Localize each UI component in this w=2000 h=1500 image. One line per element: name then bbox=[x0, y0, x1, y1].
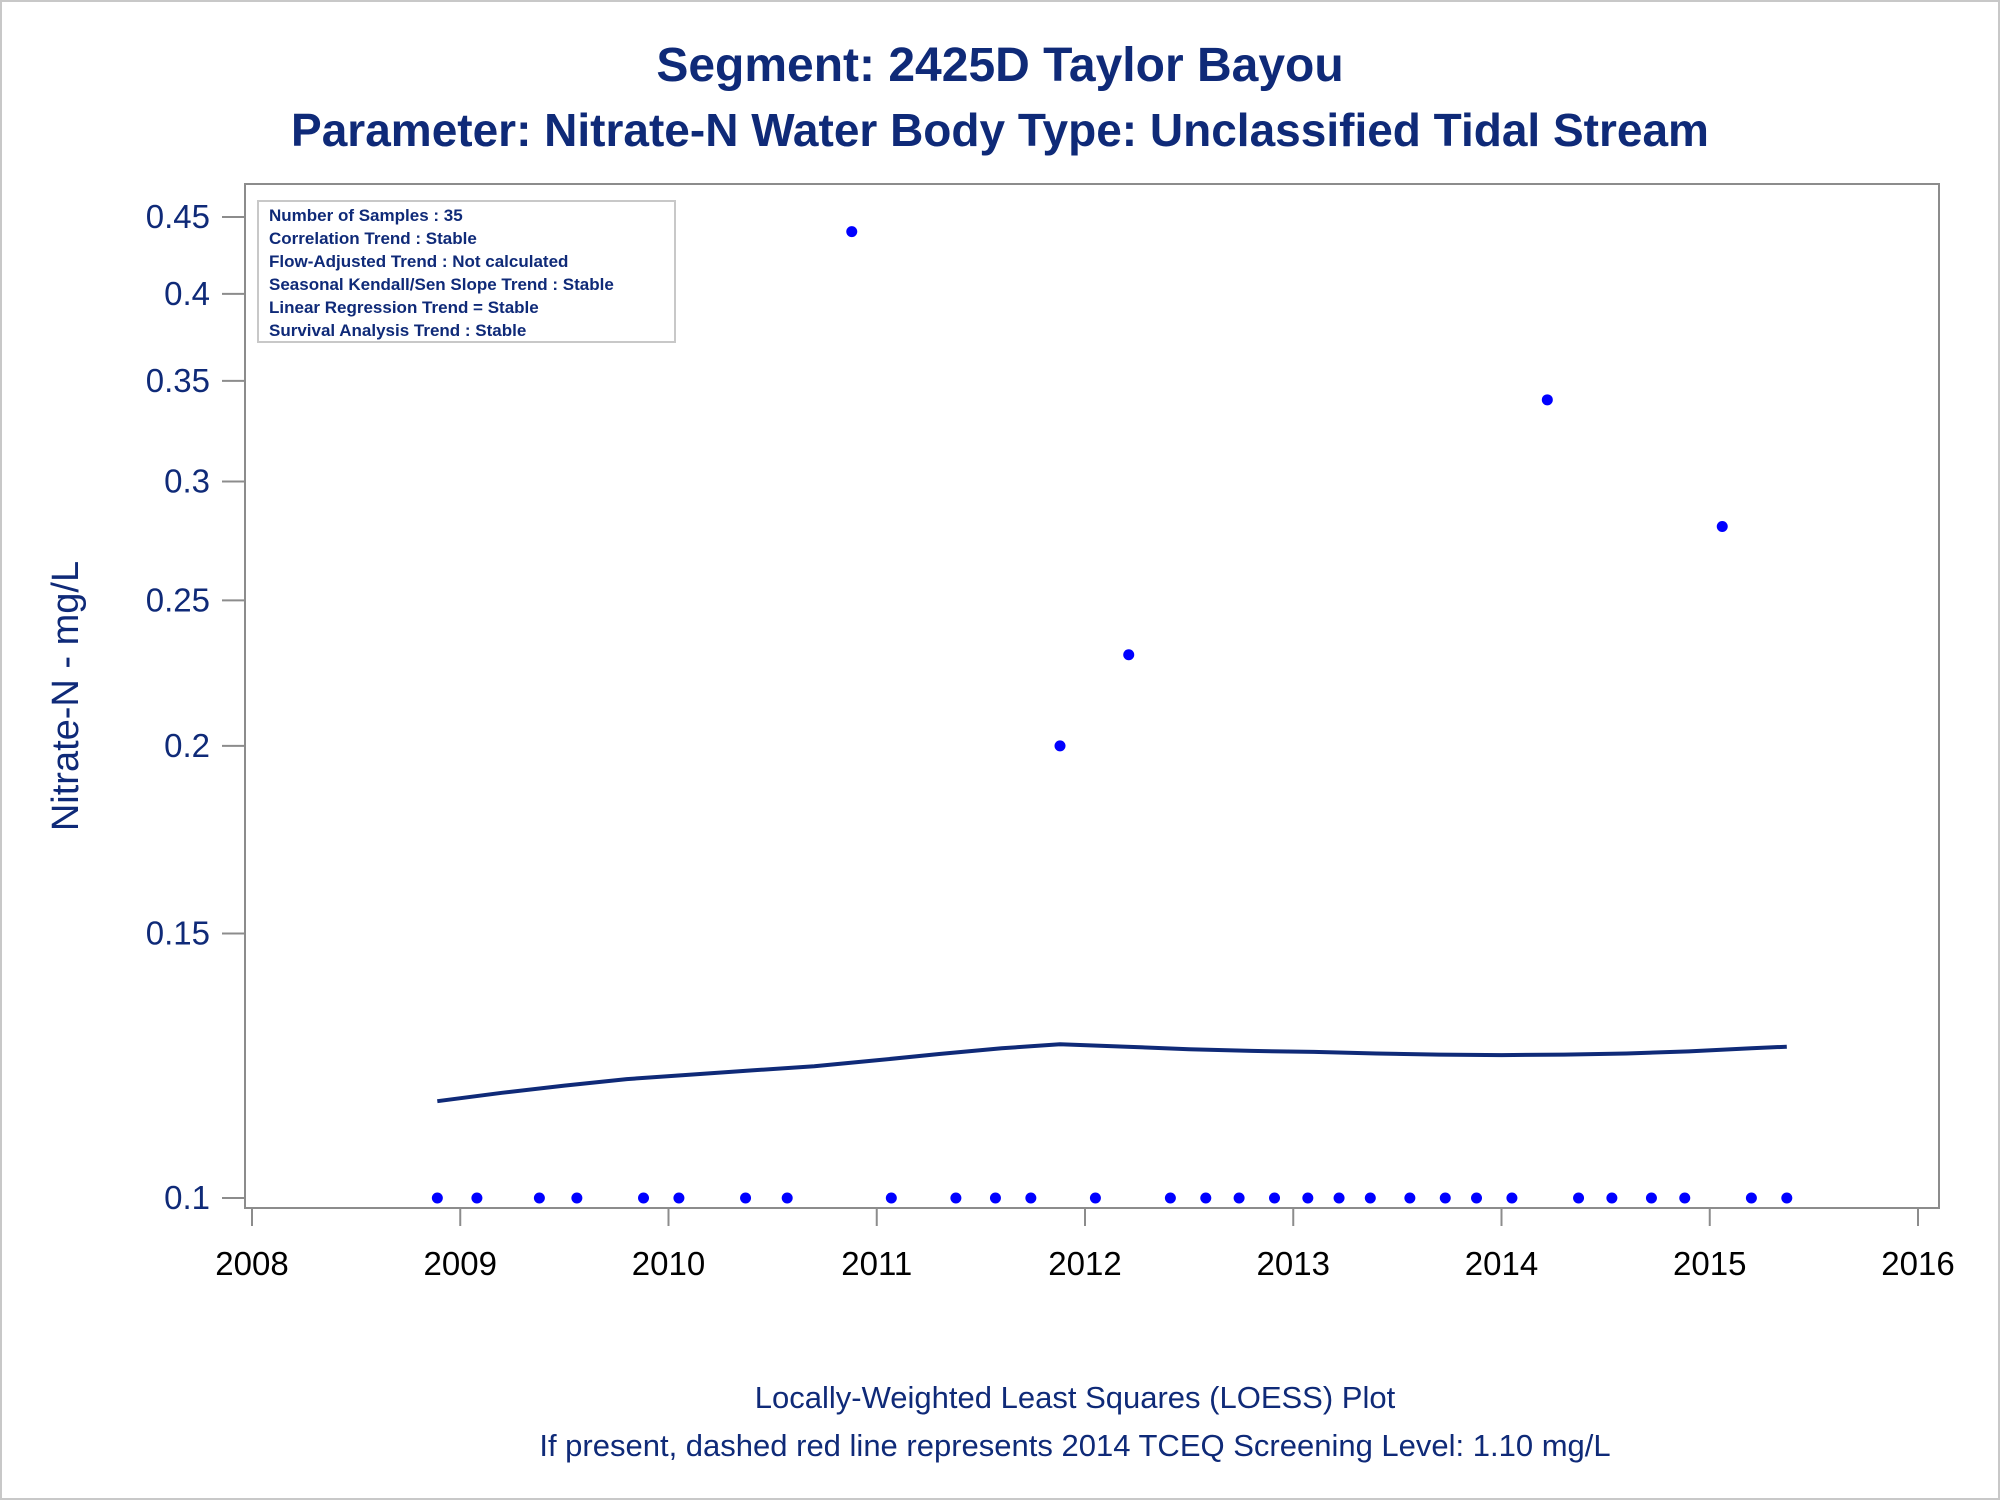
data-point bbox=[1200, 1192, 1212, 1204]
data-point bbox=[1506, 1192, 1518, 1204]
trend-inset: Number of Samples : 35 Correlation Trend… bbox=[257, 200, 676, 343]
data-point bbox=[1269, 1192, 1281, 1204]
data-point bbox=[885, 1192, 897, 1204]
loess-layer bbox=[437, 1042, 1787, 1104]
data-point bbox=[1541, 394, 1553, 406]
trend-inset-box bbox=[257, 200, 676, 343]
data-point bbox=[1679, 1192, 1691, 1204]
data-point bbox=[989, 1192, 1001, 1204]
footnote-screening-level: If present, dashed red line represents 2… bbox=[539, 1428, 1611, 1463]
data-point bbox=[673, 1192, 685, 1204]
data-point bbox=[571, 1192, 583, 1204]
data-point bbox=[740, 1192, 752, 1204]
y-axis: 0.1 0.15 0.2 0.25 0.3 0.35 0.4 0.45 bbox=[146, 198, 245, 1216]
data-point bbox=[1233, 1192, 1245, 1204]
data-point bbox=[533, 1192, 545, 1204]
y-tick-label: 0.2 bbox=[164, 727, 210, 764]
data-point bbox=[1439, 1192, 1451, 1204]
data-point bbox=[471, 1192, 483, 1204]
data-point bbox=[846, 226, 858, 238]
x-axis: 2008 2009 2010 2011 2012 2013 2014 2015 2016 bbox=[215, 1208, 1955, 1282]
y-axis-title: Nitrate-N - mg/L bbox=[45, 561, 87, 831]
inset-line-flow-adjusted: Flow-Adjusted Trend : Not calculated bbox=[269, 252, 568, 271]
points-layer bbox=[431, 226, 1793, 1204]
chart-subtitle: Parameter: Nitrate-N Water Body Type: Un… bbox=[291, 104, 1709, 156]
y-tick-label: 0.35 bbox=[146, 362, 210, 399]
inset-line-linear-regression: Linear Regression Trend = Stable bbox=[269, 298, 539, 317]
data-point bbox=[1404, 1192, 1416, 1204]
data-point bbox=[1054, 740, 1066, 752]
x-tick-label: 2016 bbox=[1881, 1245, 1954, 1282]
data-point bbox=[1606, 1192, 1618, 1204]
data-point bbox=[1302, 1192, 1314, 1204]
inset-line-correlation: Correlation Trend : Stable bbox=[269, 229, 477, 248]
inset-line-survival: Survival Analysis Trend : Stable bbox=[269, 321, 526, 340]
data-point bbox=[1333, 1192, 1345, 1204]
data-point bbox=[1645, 1192, 1657, 1204]
y-tick-label: 0.15 bbox=[146, 915, 210, 952]
data-point bbox=[1364, 1192, 1376, 1204]
x-tick-label: 2010 bbox=[632, 1245, 705, 1282]
chart-title: Segment: 2425D Taylor Bayou bbox=[656, 39, 1344, 92]
data-point bbox=[1471, 1192, 1483, 1204]
data-point bbox=[638, 1192, 650, 1204]
x-tick-label: 2013 bbox=[1257, 1245, 1330, 1282]
y-tick-label: 0.1 bbox=[164, 1179, 210, 1216]
inset-line-seasonal-kendall: Seasonal Kendall/Sen Slope Trend : Stabl… bbox=[269, 275, 614, 294]
data-point bbox=[1089, 1192, 1101, 1204]
data-point bbox=[1123, 649, 1135, 661]
loess-line bbox=[437, 1042, 1787, 1104]
footnote-loess: Locally-Weighted Least Squares (LOESS) P… bbox=[754, 1380, 1396, 1415]
inset-line-samples: Number of Samples : 35 bbox=[269, 206, 463, 225]
y-tick-label: 0.25 bbox=[146, 581, 210, 618]
data-point bbox=[1164, 1192, 1176, 1204]
data-point bbox=[781, 1192, 793, 1204]
y-tick-label: 0.45 bbox=[146, 198, 210, 235]
y-tick-label: 0.3 bbox=[164, 462, 210, 499]
data-point bbox=[1781, 1192, 1793, 1204]
data-point bbox=[1745, 1192, 1757, 1204]
data-point bbox=[1025, 1192, 1037, 1204]
data-point bbox=[1573, 1192, 1585, 1204]
x-tick-label: 2015 bbox=[1673, 1245, 1746, 1282]
x-tick-label: 2012 bbox=[1048, 1245, 1121, 1282]
x-tick-label: 2009 bbox=[424, 1245, 497, 1282]
x-tick-label: 2008 bbox=[215, 1245, 288, 1282]
plot-area bbox=[244, 183, 1940, 1209]
x-tick-label: 2011 bbox=[841, 1245, 912, 1282]
y-tick-label: 0.4 bbox=[164, 275, 210, 312]
data-point bbox=[431, 1192, 443, 1204]
data-point bbox=[950, 1192, 962, 1204]
x-tick-label: 2014 bbox=[1465, 1245, 1538, 1282]
data-point bbox=[1716, 520, 1728, 532]
